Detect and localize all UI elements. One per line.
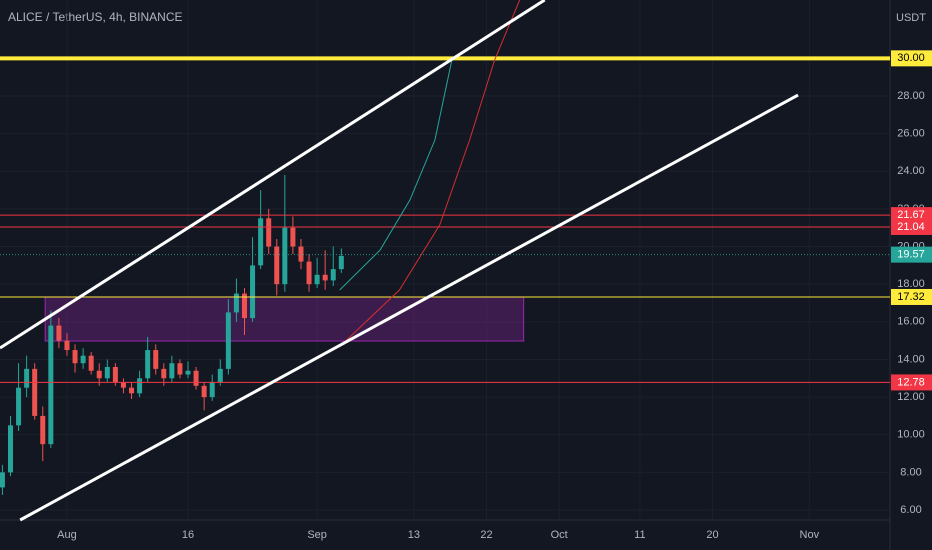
x-tick-label: Oct	[551, 529, 568, 541]
y-tick-label: 16.00	[897, 316, 925, 328]
y-tick-label: 28.00	[897, 90, 925, 102]
candle-body	[322, 274, 328, 281]
level-label: 12.78	[897, 376, 925, 388]
candle-body	[48, 325, 54, 445]
candle-body	[217, 368, 223, 383]
level-label: 30.00	[897, 52, 925, 64]
candle-body	[209, 382, 215, 398]
candle-body	[201, 385, 207, 398]
axis-unit: USDT	[896, 12, 926, 24]
candle-body	[80, 355, 86, 364]
candle-body	[185, 370, 191, 375]
y-tick-label: 12.00	[897, 391, 925, 403]
candle-body	[32, 368, 38, 416]
y-tick-label: 24.00	[897, 165, 925, 177]
candle-body	[96, 370, 102, 379]
level-label: 21.67	[897, 209, 925, 221]
candle-body	[266, 218, 272, 247]
candle-body	[338, 255, 344, 270]
candle-body	[193, 370, 199, 386]
candle-body	[24, 368, 30, 388]
candle-body	[16, 387, 22, 426]
candle-body	[104, 366, 110, 379]
level-label: 21.04	[897, 221, 925, 233]
x-tick-label: Sep	[307, 529, 327, 541]
candle-body	[153, 350, 159, 369]
y-tick-label: 18.00	[897, 278, 925, 290]
candle-body	[56, 325, 62, 341]
projection-curve	[344, 0, 521, 343]
y-tick-label: 10.00	[897, 429, 925, 441]
candle-body	[298, 246, 304, 262]
candle-body	[120, 382, 126, 388]
candle-body	[145, 350, 151, 379]
candle-body	[177, 363, 183, 375]
candle-body	[88, 355, 94, 371]
x-tick-label: 13	[408, 529, 420, 541]
candle-body	[129, 387, 135, 394]
candle-body	[112, 366, 118, 383]
candle-body	[40, 415, 46, 445]
candle-body	[72, 350, 78, 364]
candle-body	[258, 218, 264, 266]
level-label: 17.32	[897, 291, 925, 303]
y-tick-label: 14.00	[897, 353, 925, 365]
level-label-bg	[891, 288, 932, 305]
candle-body	[169, 363, 175, 379]
x-tick-label: 22	[480, 529, 492, 541]
trend-line	[0, 0, 546, 350]
level-label-bg	[891, 218, 932, 235]
candle-body	[330, 269, 336, 281]
candle-body	[225, 312, 231, 369]
trend-line	[19, 93, 799, 522]
zone	[44, 296, 525, 342]
y-tick-label: 6.00	[900, 504, 921, 516]
x-tick-label: 20	[706, 529, 718, 541]
candle-body	[282, 227, 288, 285]
x-tick-label: 16	[182, 529, 194, 541]
level-label: 19.57	[897, 249, 925, 261]
level-label-bg	[891, 50, 932, 67]
candle-body	[161, 368, 167, 379]
x-tick-label: Nov	[800, 529, 820, 541]
y-tick-label: 26.00	[897, 128, 925, 140]
level-label-bg	[891, 246, 932, 263]
x-tick-label: Aug	[57, 529, 77, 541]
x-tick-label: 11	[634, 529, 645, 541]
y-tick-label: 8.00	[900, 466, 921, 478]
candle-body	[241, 293, 247, 319]
candle-body	[250, 265, 256, 319]
projection-curve	[339, 59, 453, 291]
candle-body	[64, 340, 70, 351]
candle-body	[137, 378, 143, 394]
candle-body	[7, 425, 13, 473]
candle-body	[233, 293, 239, 313]
candle-body	[290, 227, 296, 247]
chart-title: ALICE / TetherUS, 4h, BINANCE	[8, 10, 183, 24]
candle-body	[274, 246, 280, 285]
candle-body	[306, 261, 312, 285]
candle-body	[314, 274, 320, 285]
level-label-bg	[891, 374, 932, 391]
candle-body	[0, 472, 5, 488]
